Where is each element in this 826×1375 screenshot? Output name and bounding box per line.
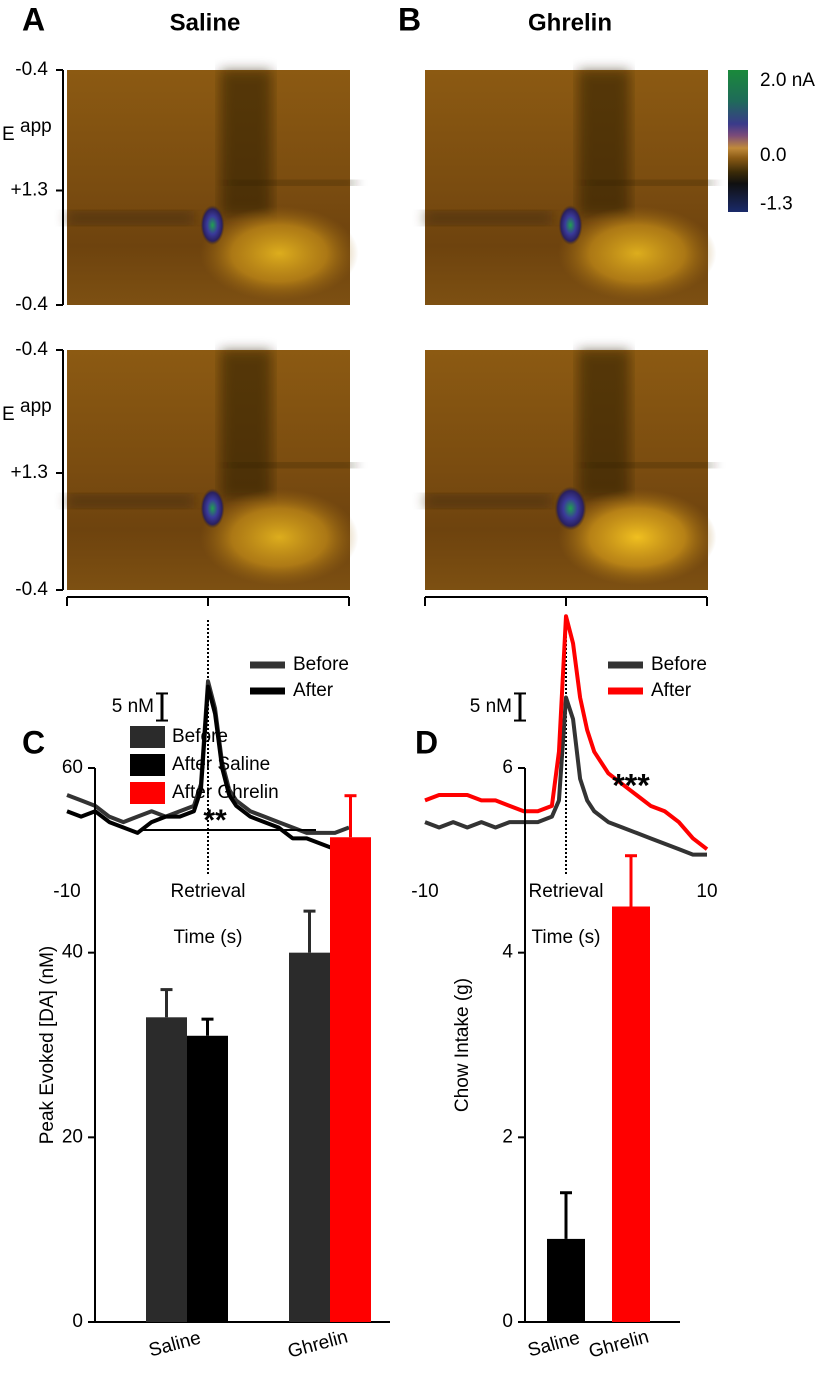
scale-bar-label: 5 nM — [112, 696, 154, 717]
panel-title: Saline — [170, 9, 241, 36]
bar — [289, 952, 330, 1322]
dark-band — [220, 350, 272, 499]
bright-region — [558, 489, 717, 586]
bar — [330, 837, 371, 1322]
legend-label: Before — [172, 726, 228, 747]
y-tick-label: +1.3 — [10, 462, 48, 483]
x-tick-label: Saline — [147, 1328, 203, 1362]
legend-label: After — [293, 680, 334, 701]
y-axis-label: E — [2, 124, 15, 145]
scale-bar-label: 5 nM — [470, 696, 512, 717]
x-tick-label: Retrieval — [171, 881, 246, 902]
dark-band — [578, 70, 630, 216]
dark-line — [586, 180, 714, 186]
dark-line — [228, 180, 356, 186]
bar — [146, 1017, 187, 1322]
x-axis-label: Time (s) — [174, 927, 243, 948]
peak-spot — [558, 205, 583, 246]
y-tick-label: 4 — [502, 942, 513, 963]
y-tick-label: 2 — [502, 1126, 513, 1147]
legend-label: After Ghrelin — [172, 782, 279, 803]
y-tick-label: 6 — [502, 757, 513, 778]
color-plot — [67, 350, 359, 590]
y-tick-label: -0.4 — [15, 579, 48, 600]
legend-swatch — [130, 726, 165, 748]
bar — [187, 1035, 228, 1322]
bright-region — [200, 489, 359, 586]
x-tick-label: Retrieval — [529, 881, 604, 902]
legend-label: Before — [651, 654, 707, 675]
peak-spot — [200, 205, 225, 246]
y-axis-label: Chow Intake (g) — [452, 978, 473, 1112]
y-tick-label: 0 — [502, 1311, 513, 1332]
y-tick-label: +1.3 — [10, 180, 48, 201]
dark-line — [67, 494, 195, 508]
legend-swatch — [130, 782, 165, 804]
dark-line — [586, 462, 714, 468]
trace — [424, 614, 709, 851]
color-plot — [425, 350, 717, 590]
colorbar-label: 2.0 nA — [760, 70, 815, 91]
dark-line — [228, 462, 356, 468]
panel-label: A — [22, 1, 45, 37]
legend-label: Before — [293, 654, 349, 675]
bright-region — [200, 206, 359, 301]
panel-label: D — [415, 724, 438, 760]
y-axis-label: Peak Evoked [DA] (nM) — [37, 946, 58, 1145]
significance: ** — [203, 804, 227, 837]
colorbar — [728, 70, 748, 212]
color-plot — [67, 70, 359, 305]
panel-label: B — [398, 1, 421, 37]
trace — [66, 684, 349, 852]
y-tick-label: -0.4 — [15, 339, 48, 360]
colorbar-label: -1.3 — [760, 194, 793, 215]
y-tick-label: 60 — [62, 757, 83, 778]
y-tick-label: -0.4 — [15, 294, 48, 315]
legend-label: After Saline — [172, 754, 270, 775]
panel-title: Ghrelin — [528, 9, 612, 36]
color-plot — [425, 70, 717, 305]
y-tick-label: 0 — [72, 1311, 83, 1332]
panel-label: C — [22, 724, 45, 760]
y-tick-label: -0.4 — [15, 59, 48, 80]
peak-spot — [554, 486, 587, 531]
dark-line — [425, 494, 553, 508]
dark-band — [220, 70, 272, 216]
trace — [424, 695, 707, 857]
x-tick-label: Saline — [526, 1328, 582, 1362]
y-tick-label: 40 — [62, 942, 83, 963]
x-tick-label: -10 — [411, 881, 438, 902]
significance: *** — [612, 767, 650, 803]
colorbar-label: 0.0 — [760, 145, 786, 166]
dark-line — [67, 211, 195, 225]
dark-line — [425, 211, 553, 225]
dark-band — [578, 350, 630, 499]
y-axis-label-sup: app — [20, 116, 52, 137]
x-axis-label: Time (s) — [532, 927, 601, 948]
x-tick-label: Ghrelin — [587, 1326, 652, 1362]
y-axis-label: E — [2, 404, 15, 425]
legend-swatch — [130, 754, 165, 776]
peak-spot — [200, 488, 225, 529]
y-axis-label-sup: app — [20, 396, 52, 417]
bar — [547, 1238, 585, 1322]
x-tick-label: Ghrelin — [286, 1326, 351, 1362]
x-tick-label: 10 — [696, 881, 717, 902]
legend-label: After — [651, 680, 692, 701]
y-tick-label: 20 — [62, 1126, 83, 1147]
bright-region — [558, 206, 717, 301]
x-tick-label: -10 — [53, 881, 80, 902]
bar — [612, 906, 650, 1322]
